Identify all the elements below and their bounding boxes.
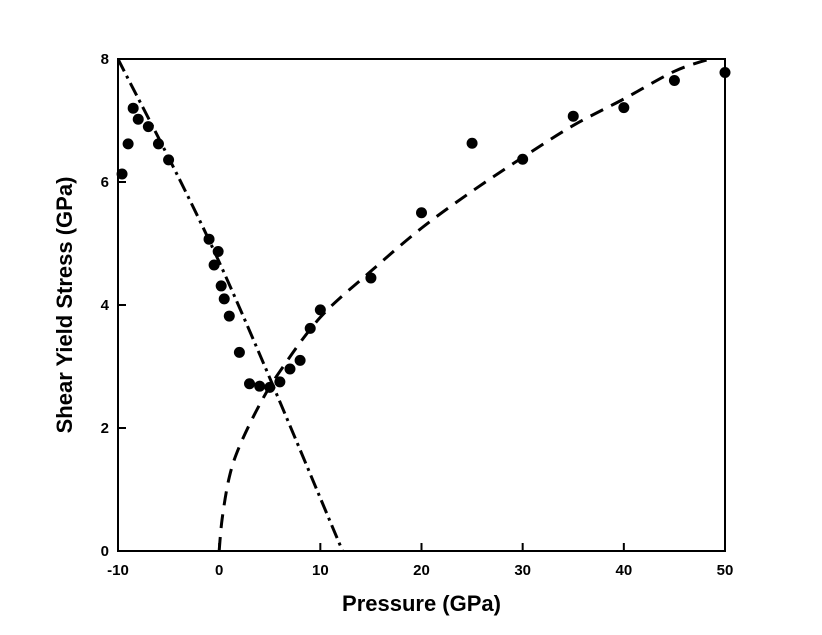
data-point: [254, 380, 266, 392]
data-point: [218, 293, 230, 305]
data-point: [314, 304, 326, 316]
dashed-fit-curve: [217, 59, 711, 551]
data-point: [142, 121, 154, 133]
x-tick-label: 20: [413, 562, 430, 579]
y-tick-label: 4: [101, 297, 110, 314]
data-point: [215, 280, 227, 292]
x-tick-label: 10: [312, 562, 329, 579]
y-tick-label: 6: [101, 174, 109, 191]
x-axis-title: Pressure (GPa): [342, 591, 501, 616]
data-point: [116, 168, 128, 180]
y-tick-label: 2: [101, 420, 109, 437]
y-tick-label: 8: [101, 51, 109, 68]
x-tick-label: 30: [514, 562, 531, 579]
data-point: [152, 138, 164, 150]
data-point: [212, 245, 224, 257]
x-tick-label: 50: [717, 562, 734, 579]
dash-dot-fit-line: [118, 59, 344, 551]
data-point: [203, 233, 215, 245]
data-point: [304, 322, 316, 334]
y-axis-ticks: 0 2 4 6 8: [101, 51, 126, 560]
data-point: [223, 310, 235, 322]
data-point: [466, 137, 478, 149]
data-point: [416, 207, 427, 219]
data-point: [244, 378, 256, 390]
data-point: [163, 154, 175, 166]
data-point: [132, 113, 144, 125]
data-point: [517, 153, 529, 165]
data-point: [274, 376, 286, 388]
data-point: [284, 363, 296, 375]
data-point: [233, 346, 245, 358]
data-point: [127, 102, 139, 114]
x-tick-label: 40: [615, 562, 632, 579]
data-point: [365, 272, 377, 284]
data-markers: [116, 67, 731, 393]
data-point: [618, 102, 630, 114]
fit-curves: [118, 59, 711, 551]
y-tick-label: 0: [101, 543, 109, 560]
x-tick-label: -10: [107, 562, 129, 579]
data-point: [668, 75, 680, 87]
data-point: [294, 354, 306, 366]
data-point: [264, 381, 276, 393]
plot-frame: [117, 58, 726, 552]
data-point: [122, 138, 134, 150]
y-axis-title: Shear Yield Stress (GPa): [52, 177, 77, 434]
x-axis-ticks: -10 0 10 20 30 40 50: [107, 543, 733, 579]
data-point: [208, 259, 220, 271]
x-tick-label: 0: [215, 562, 223, 579]
data-point: [567, 110, 579, 122]
